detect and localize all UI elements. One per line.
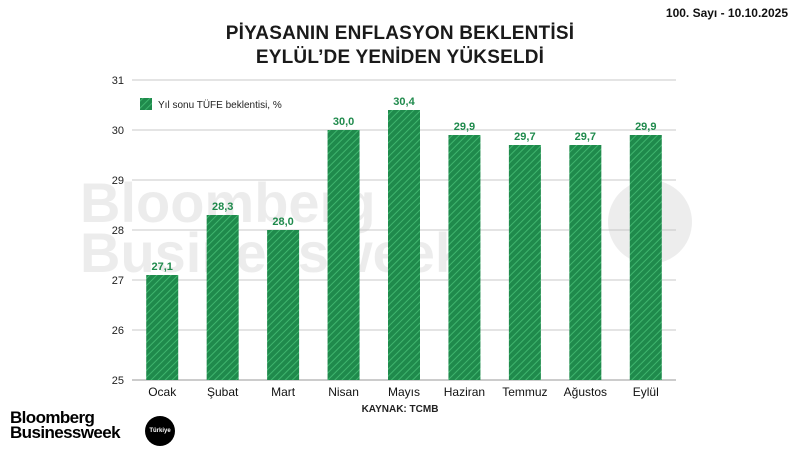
y-tick-label: 28: [112, 225, 124, 237]
x-tick-label: Mart: [271, 385, 296, 399]
x-tick-label: Nisan: [328, 385, 359, 399]
legend-label: Yıl sonu TÜFE beklentisi, %: [158, 99, 282, 111]
bar: [448, 135, 481, 380]
brand-line-1: Bloomberg: [10, 408, 95, 427]
title-line-2: EYLÜL’DE YENİDEN YÜKSELDİ: [255, 47, 545, 68]
data-label: 30,4: [393, 96, 415, 108]
data-label: 28,3: [212, 201, 233, 213]
y-tick-label: 27: [112, 275, 124, 287]
data-label: 27,1: [152, 261, 173, 273]
brand-badge: Türkiye: [145, 416, 175, 446]
data-label: 30,0: [333, 116, 354, 128]
legend-swatch: [140, 98, 152, 110]
source-note: KAYNAK: TCMB: [361, 404, 439, 415]
x-tick-label: Şubat: [207, 385, 239, 399]
bar: [206, 215, 239, 380]
y-tick-label: 31: [112, 75, 124, 87]
data-label: 29,9: [454, 121, 475, 133]
y-tick-label: 29: [112, 175, 124, 187]
y-tick-label: 25: [112, 375, 124, 387]
data-label: 28,0: [272, 216, 293, 228]
x-tick-label: Temmuz: [502, 385, 547, 399]
data-label: 29,7: [514, 131, 535, 143]
title-line-1: PİYASANIN ENFLASYON BEKLENTİSİ: [225, 23, 575, 44]
bar: [267, 230, 300, 380]
x-tick-label: Haziran: [444, 385, 485, 399]
x-tick-label: Ağustos: [564, 385, 607, 399]
bar: [508, 145, 541, 380]
bar: [629, 135, 662, 380]
data-label: 29,7: [575, 131, 596, 143]
bar: [388, 110, 420, 380]
x-tick-label: Eylül: [633, 385, 659, 399]
data-label: 29,9: [635, 121, 656, 133]
x-tick-label: Mayıs: [388, 385, 420, 399]
brand-logo: Bloomberg Businessweek Türkiye: [10, 408, 175, 446]
x-tick-label: Ocak: [148, 385, 177, 399]
chart-title: PİYASANIN ENFLASYON BEKLENTİSİ EYLÜL’DE …: [0, 22, 800, 70]
issue-date: 100. Sayı - 10.10.2025: [665, 6, 788, 20]
bar: [569, 145, 602, 380]
bar: [146, 275, 179, 380]
bar: [327, 130, 360, 380]
y-tick-label: 26: [112, 325, 124, 337]
y-tick-label: 30: [112, 125, 124, 137]
brand-line-2: Businessweek: [10, 423, 121, 442]
